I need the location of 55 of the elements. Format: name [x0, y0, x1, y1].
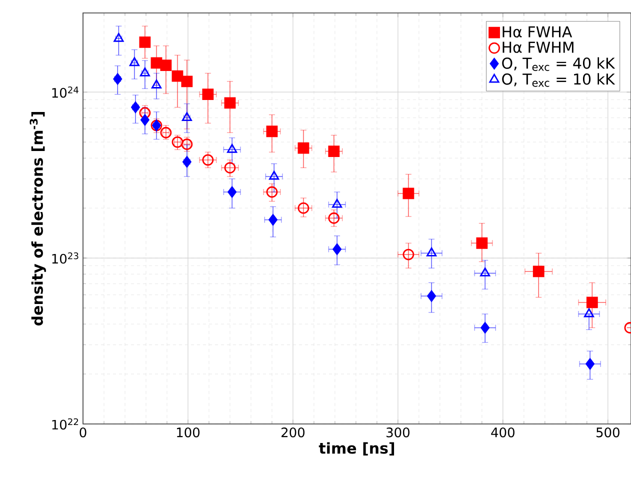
x-axis-title: time [ns] — [318, 442, 394, 456]
x-tick-label: 0 — [80, 427, 86, 438]
point — [298, 142, 310, 154]
point — [181, 76, 193, 88]
point — [181, 138, 193, 150]
point — [202, 88, 214, 100]
legend-label: O, T$_{exc}$ = 40 kK — [502, 57, 616, 71]
point — [532, 266, 544, 278]
point — [113, 73, 122, 85]
point — [131, 102, 140, 113]
point — [402, 248, 414, 260]
point — [402, 188, 414, 200]
point — [332, 198, 342, 208]
point — [160, 60, 172, 72]
legend-label: O, T$_{exc}$ = 10 kK — [502, 73, 616, 87]
point — [269, 170, 280, 180]
x-tick-label: 100 — [177, 427, 200, 438]
x-tick-label: 300 — [386, 427, 410, 438]
point — [266, 126, 278, 138]
point — [584, 308, 594, 318]
point — [227, 144, 238, 153]
point — [268, 214, 278, 226]
point — [129, 57, 140, 66]
point — [224, 97, 236, 109]
x-tick-label: 200 — [282, 427, 304, 438]
point — [480, 322, 490, 334]
legend-label: Hα FWHM — [502, 42, 574, 53]
point — [172, 136, 184, 148]
legend-label: Hα FWHA — [502, 26, 572, 38]
point — [426, 247, 437, 256]
point — [298, 202, 310, 214]
x-tick-label: 500 — [596, 427, 620, 438]
point — [480, 268, 490, 276]
y-tick-label: 10$^{23}$ — [52, 252, 78, 264]
point — [427, 290, 436, 302]
point — [328, 212, 340, 224]
point — [266, 186, 278, 198]
point — [114, 32, 124, 42]
point — [228, 186, 237, 198]
point — [202, 154, 214, 166]
point — [139, 36, 151, 48]
point — [224, 162, 236, 174]
point — [140, 68, 150, 76]
point — [476, 237, 488, 249]
y-axis-title: density of electrons [m$^{-3}$] — [30, 112, 46, 326]
y-tick-label: 10$^{22}$ — [52, 418, 78, 430]
point — [182, 156, 192, 168]
point — [586, 296, 598, 308]
point — [328, 146, 340, 157]
point — [151, 80, 162, 88]
point — [332, 244, 342, 255]
x-tick-label: 400 — [491, 427, 514, 438]
point — [182, 112, 192, 122]
point — [586, 358, 595, 370]
y-tick-label: 10$^{24}$ — [52, 86, 78, 98]
